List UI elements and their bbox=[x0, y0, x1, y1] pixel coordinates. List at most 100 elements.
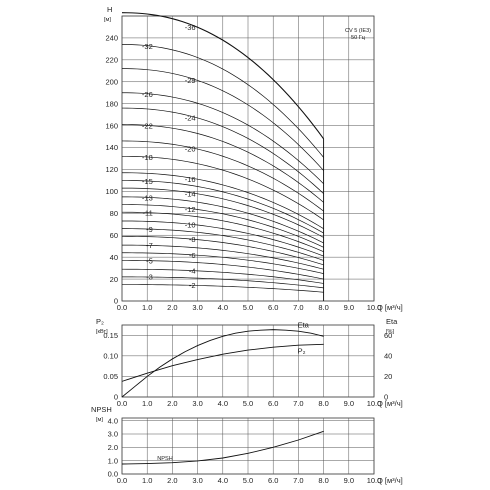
curve-label: -9 bbox=[146, 225, 153, 234]
x-tick-label: 8.0 bbox=[318, 399, 328, 408]
curve-label: -2 bbox=[189, 281, 196, 290]
head-curve bbox=[121, 180, 324, 234]
power-curve bbox=[121, 343, 324, 382]
head-curve bbox=[122, 284, 324, 293]
head-curve bbox=[121, 107, 324, 194]
y-tick-label: 120 bbox=[105, 165, 118, 174]
head-curve bbox=[121, 44, 324, 158]
x-tick-label: 4.0 bbox=[218, 476, 228, 485]
x-axis-label: Q [м³/ч] bbox=[377, 303, 403, 312]
curve-label: -8 bbox=[189, 235, 196, 244]
head-curve bbox=[121, 228, 324, 261]
head-curve bbox=[121, 124, 324, 203]
y-tick-label: 180 bbox=[105, 99, 118, 108]
curve-label: -22 bbox=[142, 122, 153, 131]
x-tick-label: 7.0 bbox=[293, 303, 303, 312]
curve-label: -5 bbox=[146, 256, 153, 265]
x-tick-label: 0.0 bbox=[117, 303, 127, 312]
x-tick-label: 9.0 bbox=[344, 399, 354, 408]
x-tick-label: 7.0 bbox=[293, 399, 303, 408]
x-tick-label: 10.0 bbox=[367, 399, 382, 408]
curve-label: -4 bbox=[189, 266, 196, 275]
curve-label: -16 bbox=[185, 175, 196, 184]
head-curve bbox=[121, 211, 324, 252]
x-tick-label: 1.0 bbox=[142, 476, 152, 485]
head-curve bbox=[121, 92, 324, 184]
head-curve bbox=[121, 12, 325, 140]
y-tick-label: 60 bbox=[110, 231, 118, 240]
x-tick-label: 8.0 bbox=[318, 476, 328, 485]
series-label: Eta bbox=[298, 320, 310, 329]
series-label: NPSH bbox=[157, 456, 173, 462]
x-tick-label: 1.0 bbox=[142, 399, 152, 408]
y-axis-label: H bbox=[107, 5, 112, 14]
y2-tick-label: 40 bbox=[384, 352, 392, 361]
head-curve bbox=[121, 155, 324, 221]
y-tick-label: 80 bbox=[110, 209, 118, 218]
curve-label: -13 bbox=[142, 193, 153, 202]
plot-power: 0.0 1.0 2.0 3.0 4.0 5.0 6.0 7.0 8.0 9.0 10.000.050… bbox=[96, 317, 403, 408]
y2-axis-unit: [%] bbox=[386, 329, 395, 335]
x-tick-label: 2.0 bbox=[167, 476, 177, 485]
y-tick-label: 2.0 bbox=[108, 443, 118, 452]
x-tick-label: 4.0 bbox=[218, 303, 228, 312]
x-tick-label: 6.0 bbox=[268, 399, 278, 408]
head-curve bbox=[121, 68, 324, 171]
x-tick-label: 3.0 bbox=[192, 476, 202, 485]
npsh-curve bbox=[121, 430, 324, 465]
x-tick-label: 6.0 bbox=[268, 476, 278, 485]
head-curve bbox=[121, 276, 324, 289]
y-tick-label: 0 bbox=[114, 297, 118, 306]
y-tick-label: 20 bbox=[110, 275, 118, 284]
y-tick-label: 200 bbox=[105, 77, 118, 86]
y-axis-unit: [м] bbox=[104, 17, 111, 23]
x-tick-label: 2.0 bbox=[167, 303, 177, 312]
curve-label: -29 bbox=[185, 76, 196, 85]
x-tick-label: 3.0 bbox=[192, 399, 202, 408]
y-tick-label: 40 bbox=[110, 253, 118, 262]
y-tick-label: 0.15 bbox=[103, 331, 118, 340]
y-tick-label: 100 bbox=[105, 187, 118, 196]
head-curve bbox=[121, 268, 324, 284]
head-curve bbox=[121, 204, 324, 248]
curve-label: -3 bbox=[146, 273, 153, 282]
x-tick-label: 0.0 bbox=[117, 476, 127, 485]
curve-label: -18 bbox=[142, 153, 153, 162]
y-tick-label: 0.0 bbox=[108, 470, 118, 479]
head-curve bbox=[122, 244, 324, 270]
y2-axis-label: Eta bbox=[386, 317, 398, 326]
curve-label: -7 bbox=[146, 241, 153, 250]
y-tick-label: 0.05 bbox=[103, 372, 118, 381]
y-tick-label: 3.0 bbox=[108, 430, 118, 439]
y-axis-label: NPSH bbox=[91, 405, 112, 414]
curve-label: -11 bbox=[142, 209, 152, 218]
x-tick-label: 3.0 bbox=[192, 303, 202, 312]
curve-label: -6 bbox=[189, 251, 196, 260]
curve-label: -24 bbox=[185, 114, 196, 123]
head-curve bbox=[121, 260, 324, 280]
y-axis-label: P₂ bbox=[96, 317, 104, 326]
x-tick-label: 10.0 bbox=[367, 476, 382, 485]
x-tick-label: 5.0 bbox=[243, 399, 253, 408]
head-curve bbox=[121, 252, 324, 274]
curve-label: -36 bbox=[185, 23, 196, 32]
x-axis-label: Q [м³/ч] bbox=[377, 476, 403, 485]
curve-label: -12 bbox=[185, 205, 196, 214]
chart-subtitle: 50 Гц bbox=[351, 35, 366, 41]
x-tick-label: 6.0 bbox=[268, 303, 278, 312]
y-tick-label: 160 bbox=[105, 121, 118, 130]
head-curve bbox=[121, 235, 324, 266]
x-tick-label: 7.0 bbox=[293, 476, 303, 485]
head-curve bbox=[121, 172, 324, 229]
y2-tick-label: 0 bbox=[384, 393, 388, 402]
x-axis-label: Q [м³/ч] bbox=[377, 399, 403, 408]
head-curve bbox=[121, 140, 324, 212]
y-tick-label: 220 bbox=[105, 56, 118, 65]
x-tick-label: 10.0 bbox=[367, 303, 382, 312]
head-curve bbox=[121, 196, 324, 244]
series-label: P₂ bbox=[298, 346, 306, 355]
x-tick-label: 1.0 bbox=[142, 303, 152, 312]
chart-title: CV 5 (IE3) bbox=[345, 28, 371, 34]
y-tick-label: 1.0 bbox=[108, 456, 118, 465]
